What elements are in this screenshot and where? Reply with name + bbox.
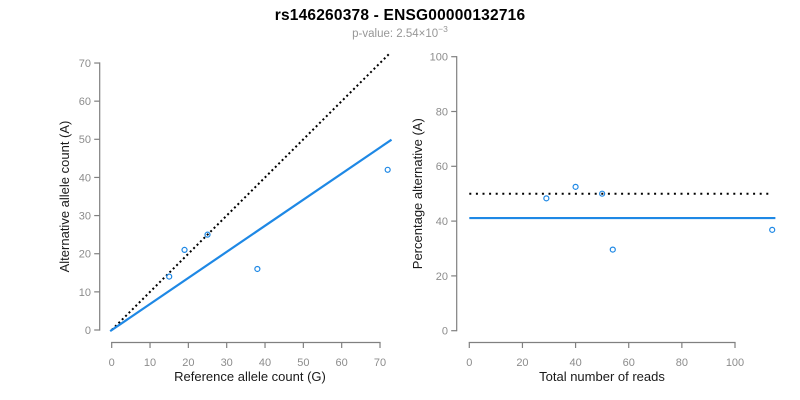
data-point: [543, 195, 550, 202]
x-axis-title: Total number of reads: [539, 369, 665, 384]
y-tick-label: 10: [79, 287, 91, 299]
y-tick-label: 50: [79, 134, 91, 146]
p-value-exponent: −3: [438, 24, 448, 35]
y-tick-label: 20: [436, 271, 448, 283]
y-tick-label: 80: [436, 106, 448, 118]
x-tick-label: 100: [726, 357, 744, 369]
x-tick-label: 60: [336, 357, 348, 369]
panel-percentage-vs-coverage: 0 20 40 60 80 100 0 20 40 60 80 100 Total number of …: [410, 52, 776, 384]
data-point: [609, 246, 616, 253]
p-value-subtitle: p-value: 2.54×10−3: [0, 25, 800, 40]
y-tick-label: 100: [430, 52, 448, 64]
x-tick-label: 50: [297, 357, 309, 369]
data-point: [769, 226, 776, 233]
y-tick-label: 0: [442, 326, 448, 338]
p-value-base: p-value: 2.54×10: [352, 28, 439, 40]
x-tick-label: 0: [466, 357, 472, 369]
x-tick-label: 0: [109, 357, 115, 369]
panel-allele-counts: 0 10 20 30 40 50 60 70 0 10 20 30 40 50 60 70 Reference …: [57, 53, 393, 384]
x-tick-label: 70: [374, 357, 386, 369]
y-tick-label: 40: [79, 172, 91, 184]
y-tick-label: 70: [79, 58, 91, 70]
y-tick-label: 30: [79, 210, 91, 222]
y-axis-title: Alternative allele count (A): [57, 121, 72, 273]
data-point: [254, 265, 261, 273]
x-tick-label: 10: [144, 357, 156, 369]
data-point: [384, 166, 391, 173]
data-point: [599, 190, 606, 197]
fit-line: [109, 138, 393, 333]
x-axis-title: Reference allele count (G): [174, 369, 326, 384]
x-tick-label: 60: [623, 357, 635, 369]
data-point: [181, 246, 188, 254]
y-tick-label: 0: [85, 325, 91, 337]
data-point: [166, 273, 173, 280]
x-tick-label: 30: [221, 357, 233, 369]
x-tick-label: 20: [182, 357, 194, 369]
y-axis-title: Percentage alternative (A): [410, 118, 425, 269]
x-tick-label: 40: [259, 357, 271, 369]
y-tick-label: 60: [436, 161, 448, 173]
figure-title: rs146260378 - ENSG00000132716: [274, 7, 526, 24]
data-point: [572, 183, 579, 190]
x-tick-label: 80: [676, 357, 688, 369]
x-tick-label: 20: [516, 357, 528, 369]
data-point: [204, 231, 211, 238]
x-tick-label: 40: [569, 357, 581, 369]
identity-line: [110, 53, 390, 331]
y-tick-label: 60: [79, 96, 91, 108]
y-tick-label: 20: [79, 249, 91, 261]
y-tick-label: 40: [436, 216, 448, 228]
